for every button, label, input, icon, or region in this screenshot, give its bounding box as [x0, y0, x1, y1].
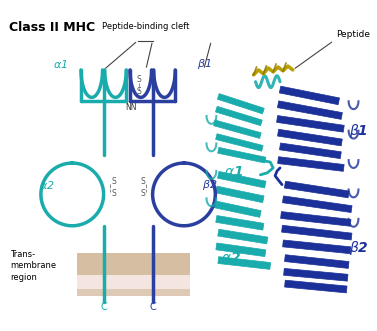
- Polygon shape: [285, 255, 349, 268]
- Text: S: S: [112, 177, 116, 186]
- Bar: [77, 289, 190, 296]
- Polygon shape: [279, 143, 341, 159]
- Polygon shape: [218, 147, 266, 163]
- Polygon shape: [283, 240, 351, 254]
- Polygon shape: [214, 120, 261, 138]
- Text: Trans-
membrane
region: Trans- membrane region: [11, 250, 57, 282]
- Polygon shape: [218, 171, 266, 188]
- Text: NN: NN: [125, 103, 137, 112]
- Polygon shape: [216, 215, 264, 230]
- Text: S: S: [136, 87, 141, 96]
- Text: $\beta$2: $\beta$2: [202, 178, 217, 192]
- Polygon shape: [279, 86, 340, 105]
- Text: $\beta$1: $\beta$1: [197, 57, 211, 71]
- Text: $\beta$1: $\beta$1: [349, 122, 368, 140]
- Text: S: S: [140, 189, 145, 198]
- Polygon shape: [284, 181, 349, 198]
- Text: $\alpha$2: $\alpha$2: [39, 179, 55, 191]
- Polygon shape: [218, 94, 264, 114]
- Text: $\beta$2: $\beta$2: [349, 239, 368, 257]
- Text: $\alpha$1: $\alpha$1: [224, 165, 243, 179]
- Polygon shape: [216, 134, 263, 151]
- Text: S: S: [140, 177, 145, 186]
- Polygon shape: [218, 229, 268, 244]
- Text: Peptide: Peptide: [336, 30, 370, 39]
- Text: S: S: [112, 189, 116, 198]
- Polygon shape: [280, 212, 351, 226]
- Polygon shape: [214, 201, 261, 217]
- Polygon shape: [277, 116, 344, 132]
- Polygon shape: [216, 186, 264, 203]
- Polygon shape: [285, 280, 347, 293]
- Bar: [77, 253, 190, 275]
- Polygon shape: [277, 129, 342, 146]
- Text: S: S: [136, 75, 141, 84]
- Text: $\alpha$1: $\alpha$1: [53, 58, 67, 70]
- Polygon shape: [218, 257, 271, 269]
- Text: Peptide-binding cleft: Peptide-binding cleft: [102, 22, 189, 31]
- Polygon shape: [277, 157, 344, 171]
- Text: C: C: [100, 302, 107, 312]
- Polygon shape: [216, 106, 262, 126]
- Polygon shape: [277, 101, 342, 119]
- Polygon shape: [282, 196, 352, 213]
- Polygon shape: [216, 243, 266, 257]
- Text: C: C: [149, 302, 156, 312]
- Text: $\alpha$2: $\alpha$2: [221, 251, 241, 265]
- Bar: [77, 275, 190, 289]
- Polygon shape: [282, 225, 352, 240]
- Text: Class II MHC: Class II MHC: [9, 21, 95, 34]
- Polygon shape: [284, 268, 348, 281]
